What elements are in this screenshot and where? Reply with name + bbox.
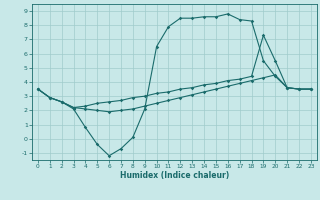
X-axis label: Humidex (Indice chaleur): Humidex (Indice chaleur) — [120, 171, 229, 180]
